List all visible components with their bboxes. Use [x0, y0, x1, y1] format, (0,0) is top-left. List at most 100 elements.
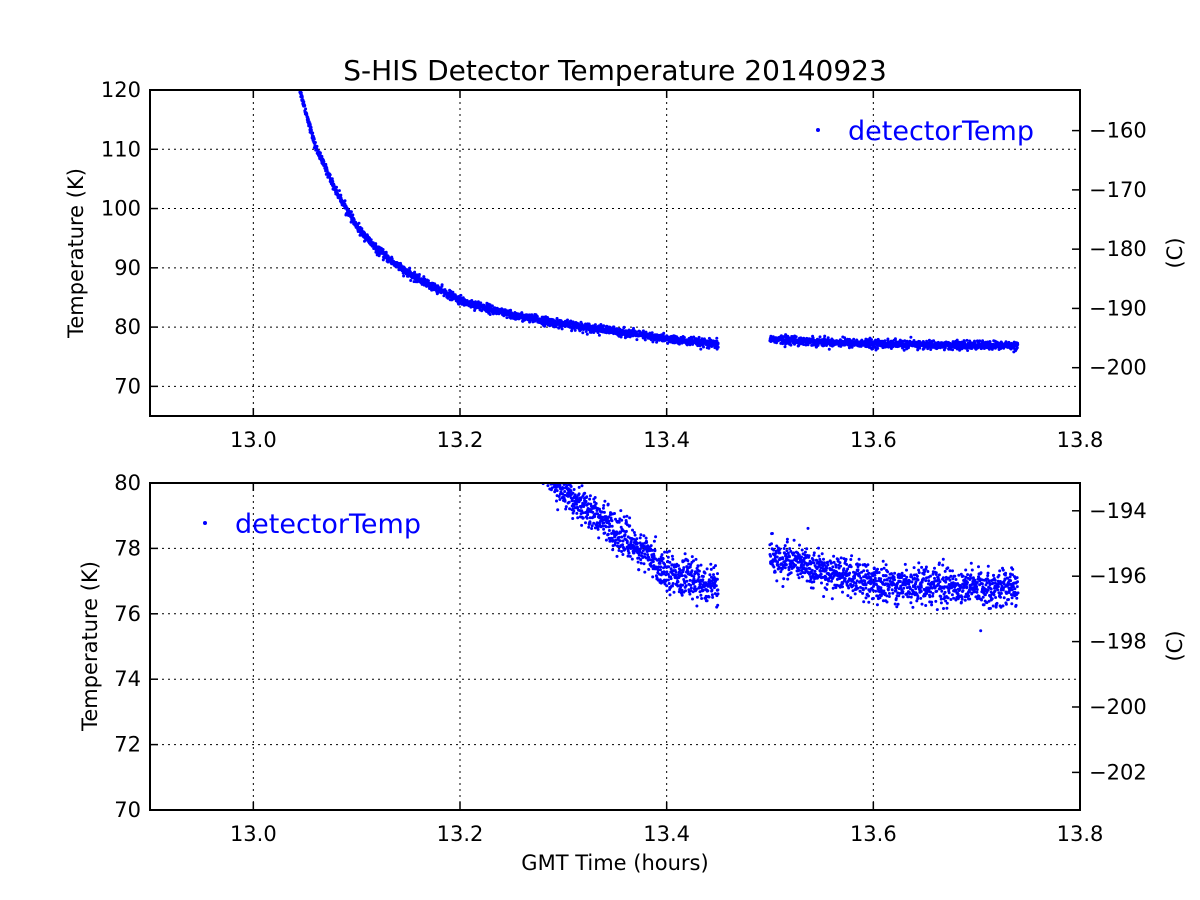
top-data-point	[593, 323, 597, 327]
bottom-data-point	[707, 595, 711, 599]
bottom-y-tick-label: 70	[114, 798, 141, 822]
bottom-data-point	[638, 536, 642, 540]
bottom-data-point	[859, 576, 863, 580]
bottom-data-point	[616, 541, 620, 545]
bottom-data-point	[806, 526, 810, 530]
bottom-data-point	[781, 585, 785, 588]
bottom-data-point	[688, 565, 692, 569]
bottom-data-point	[614, 538, 618, 542]
bottom-data-point	[714, 584, 718, 588]
top-data-point	[602, 324, 606, 328]
bottom-data-point	[867, 594, 870, 598]
bottom-data-point	[636, 541, 639, 545]
bottom-data-point	[691, 597, 694, 601]
bottom-data-point	[896, 591, 900, 595]
bottom-data-point	[681, 583, 685, 587]
bottom-data-point	[866, 563, 870, 567]
bottom-data-point	[602, 510, 606, 514]
bottom-data-point	[887, 595, 891, 598]
top-y-right-tick-label: −200	[1089, 356, 1147, 380]
bottom-data-point	[857, 557, 861, 561]
bottom-data-point	[701, 575, 705, 578]
bottom-data-point	[581, 511, 585, 515]
bottom-data-point	[813, 569, 817, 573]
bottom-data-point	[862, 600, 866, 604]
bottom-data-point	[563, 490, 567, 493]
bottom-data-point	[699, 593, 703, 597]
top-data-point	[339, 193, 343, 197]
bottom-data-point	[586, 513, 590, 517]
bottom-data-point	[772, 565, 776, 569]
bottom-data-point	[841, 590, 844, 594]
bottom-data-point	[591, 510, 595, 514]
bottom-data-point	[715, 577, 719, 581]
bottom-data-point	[603, 531, 607, 535]
bottom-data-point	[561, 492, 564, 496]
bottom-data-point	[872, 580, 876, 584]
top-data-point	[850, 345, 854, 349]
top-data-point	[716, 341, 720, 345]
bottom-data-point	[800, 548, 804, 552]
bottom-data-point	[665, 570, 669, 574]
bottom-data-point	[580, 523, 584, 527]
bottom-data-point	[817, 554, 821, 558]
bottom-data-point	[823, 561, 826, 565]
bottom-data-point	[693, 585, 697, 589]
bottom-data-point	[697, 573, 700, 576]
bottom-data-point	[903, 562, 907, 566]
bottom-data-point	[668, 593, 672, 597]
bottom-data-point	[776, 560, 780, 564]
bottom-data-point	[841, 575, 845, 578]
bottom-data-point	[812, 561, 816, 565]
bottom-data-point	[712, 573, 715, 577]
top-data-point	[702, 345, 705, 349]
bottom-data-point	[849, 596, 853, 600]
bottom-data-point	[649, 561, 653, 565]
bottom-data-point	[546, 484, 550, 488]
bottom-data-point	[882, 566, 886, 570]
top-x-tick-label: 13.8	[1057, 428, 1104, 452]
bottom-data-point	[674, 565, 678, 569]
bottom-data-point	[868, 589, 872, 593]
bottom-data-point	[782, 577, 786, 581]
top-data-point	[782, 335, 786, 339]
bottom-data-point	[555, 489, 559, 493]
top-data-point	[650, 331, 654, 335]
bottom-data-point	[864, 586, 868, 590]
bottom-data-point	[651, 575, 655, 579]
bottom-data-point	[910, 575, 914, 579]
bottom-data-point	[786, 551, 790, 555]
bottom-data-point	[879, 586, 883, 590]
bottom-data-point	[682, 566, 686, 570]
bottom-data-point	[623, 547, 627, 551]
top-y-tick-label: 70	[114, 374, 141, 398]
bottom-data-point	[775, 544, 779, 548]
bottom-data-point	[881, 559, 885, 563]
bottom-data-point	[623, 533, 627, 537]
bottom-data-point	[786, 577, 790, 581]
top-legend: detectorTemp	[816, 116, 1034, 147]
bottom-data-point	[667, 565, 671, 569]
bottom-y-tick-label: 76	[114, 602, 141, 626]
top-data-point	[476, 300, 480, 304]
bottom-data-point	[783, 566, 787, 570]
bottom-data-point	[861, 588, 865, 592]
bottom-data-point	[803, 550, 807, 554]
bottom-data-point	[703, 571, 707, 575]
bottom-data-point	[577, 485, 581, 489]
top-data-point	[426, 279, 430, 283]
top-data-point	[619, 335, 623, 339]
bottom-data-point	[830, 561, 833, 565]
bottom-data-point	[817, 546, 820, 550]
bottom-data-point	[875, 583, 878, 586]
bottom-data-point	[825, 582, 829, 586]
top-data-point	[363, 239, 366, 243]
top-data-point	[308, 123, 312, 127]
top-data-point	[823, 334, 827, 338]
bottom-data-point	[716, 588, 720, 592]
bottom-y-right-tick-label: −198	[1089, 630, 1147, 654]
top-data-point	[312, 137, 316, 141]
top-data-point	[535, 315, 539, 319]
bottom-data-point	[798, 543, 801, 547]
